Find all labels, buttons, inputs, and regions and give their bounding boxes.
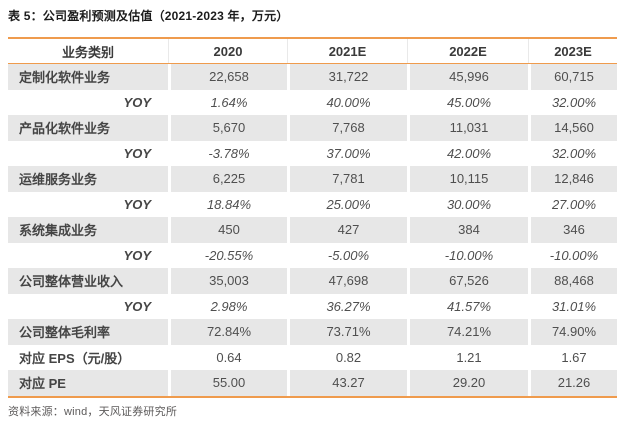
table-row: 系统集成业务 450 427 384 346 xyxy=(8,217,617,243)
cell-value: 427 xyxy=(287,217,407,243)
cell-value: 74.90% xyxy=(528,319,617,345)
table-title: 表 5：公司盈利预测及估值（2021-2023 年，万元） xyxy=(8,9,289,23)
cell-value: 7,781 xyxy=(287,166,407,192)
cell-value: 88,468 xyxy=(528,268,617,294)
table-row: YOY 1.64% 40.00% 45.00% 32.00% xyxy=(8,89,617,115)
source-note: 资料来源：wind，天风证券研究所 xyxy=(8,406,178,418)
cell-value: 2.98% xyxy=(168,293,287,319)
cell-value: -3.78% xyxy=(168,140,287,166)
cell-value: 41.57% xyxy=(407,293,528,319)
cell-value: -5.00% xyxy=(287,242,407,268)
row-label: 对应 EPS（元/股） xyxy=(19,350,131,366)
cell-value: 6,225 xyxy=(168,166,287,192)
cell-value: 42.00% xyxy=(407,140,528,166)
cell-value: -10.00% xyxy=(528,242,617,268)
table-row: YOY -3.78% 37.00% 42.00% 32.00% xyxy=(8,140,617,166)
cell-value: 72.84% xyxy=(168,319,287,345)
cell-value: 43.27 xyxy=(287,370,407,396)
table-row: 公司整体营业收入 35,003 47,698 67,526 88,468 xyxy=(8,268,617,294)
cell-value: 1.64% xyxy=(168,89,287,115)
row-label: 公司整体毛利率 xyxy=(8,319,168,345)
yoy-row-label: YOY xyxy=(123,298,151,314)
cell-value: 384 xyxy=(407,217,528,243)
cell-value: 1.21 xyxy=(407,344,528,370)
yoy-row-label: YOY xyxy=(123,196,151,212)
row-label: 对应 PE xyxy=(8,370,168,396)
cell-value: 29.20 xyxy=(407,370,528,396)
cell-value: 45.00% xyxy=(407,89,528,115)
cell-value: 21.26 xyxy=(528,370,617,396)
cell-value: 32.00% xyxy=(528,89,617,115)
column-header: 2020 xyxy=(168,39,287,63)
column-header: 2022E xyxy=(407,39,528,63)
cell-value: 55.00 xyxy=(168,370,287,396)
yoy-row-label: YOY xyxy=(123,247,151,263)
cell-value: 1.67 xyxy=(528,344,617,370)
cell-value: 450 xyxy=(168,217,287,243)
cell-value: 25.00% xyxy=(287,191,407,217)
cell-value: 73.71% xyxy=(287,319,407,345)
cell-value: -20.55% xyxy=(168,242,287,268)
cell-value: 74.21% xyxy=(407,319,528,345)
row-label: 定制化软件业务 xyxy=(8,64,168,90)
row-label: 系统集成业务 xyxy=(8,217,168,243)
table-row: 对应 EPS（元/股） 0.64 0.82 1.21 1.67 xyxy=(8,344,617,370)
cell-value: 47,698 xyxy=(287,268,407,294)
table-row: 定制化软件业务 22,658 31,722 45,996 60,715 xyxy=(8,64,617,90)
cell-value: 35,003 xyxy=(168,268,287,294)
table-row: YOY 2.98% 36.27% 41.57% 31.01% xyxy=(8,293,617,319)
row-label: 产品化软件业务 xyxy=(8,115,168,141)
cell-value: 0.64 xyxy=(168,344,287,370)
row-label: 公司整体营业收入 xyxy=(8,268,168,294)
cell-value: -10.00% xyxy=(407,242,528,268)
cell-value: 45,996 xyxy=(407,64,528,90)
header-row: 业务类别 2020 2021E 2022E 2023E xyxy=(8,39,617,64)
cell-value: 32.00% xyxy=(528,140,617,166)
cell-value: 60,715 xyxy=(528,64,617,90)
cell-value: 5,670 xyxy=(168,115,287,141)
table-row: 运维服务业务 6,225 7,781 10,115 12,846 xyxy=(8,166,617,192)
cell-value: 37.00% xyxy=(287,140,407,166)
cell-value: 27.00% xyxy=(528,191,617,217)
column-header: 业务类别 xyxy=(61,44,114,60)
cell-value: 40.00% xyxy=(287,89,407,115)
cell-value: 14,560 xyxy=(528,115,617,141)
cell-value: 67,526 xyxy=(407,268,528,294)
table-row: 产品化软件业务 5,670 7,768 11,031 14,560 xyxy=(8,115,617,141)
table-body: 定制化软件业务 22,658 31,722 45,996 60,715 YOY 1.64% 4… xyxy=(8,64,617,396)
cell-value: 36.27% xyxy=(287,293,407,319)
cell-value: 7,768 xyxy=(287,115,407,141)
table-row: YOY 18.84% 25.00% 30.00% 27.00% xyxy=(8,191,617,217)
cell-value: 30.00% xyxy=(407,191,528,217)
cell-value: 11,031 xyxy=(407,115,528,141)
cell-value: 31.01% xyxy=(528,293,617,319)
cell-value: 346 xyxy=(528,217,617,243)
column-header: 2023E xyxy=(528,39,617,63)
cell-value: 12,846 xyxy=(528,166,617,192)
cell-value: 10,115 xyxy=(407,166,528,192)
table-row: 公司整体毛利率 72.84% 73.71% 74.21% 74.90% xyxy=(8,319,617,345)
table-row: YOY -20.55% -5.00% -10.00% -10.00% xyxy=(8,242,617,268)
row-label: 运维服务业务 xyxy=(8,166,168,192)
table-row: 对应 PE 55.00 43.27 29.20 21.26 xyxy=(8,370,617,396)
yoy-row-label: YOY xyxy=(123,145,151,161)
cell-value: 0.82 xyxy=(287,344,407,370)
cell-value: 22,658 xyxy=(168,64,287,90)
yoy-row-label: YOY xyxy=(123,94,151,110)
column-header: 2021E xyxy=(287,39,407,63)
profit-forecast-table: 业务类别 2020 2021E 2022E 2023E 定制化软件业务 22,658 31,… xyxy=(8,37,617,398)
cell-value: 18.84% xyxy=(168,191,287,217)
cell-value: 31,722 xyxy=(287,64,407,90)
